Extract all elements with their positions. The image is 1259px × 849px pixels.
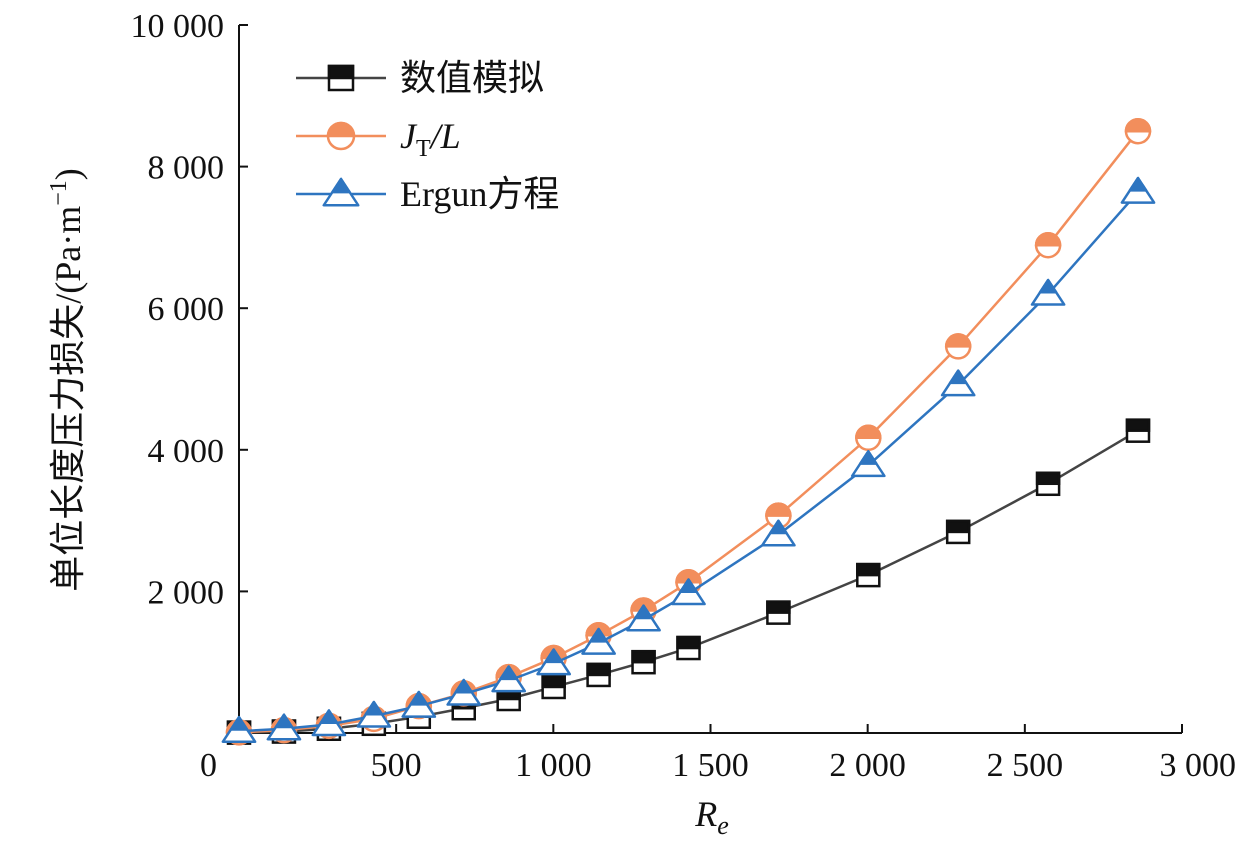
series-marker-fill — [586, 662, 611, 677]
legend: 数值模拟 JT/L Ergun方程 — [296, 58, 559, 214]
series-marker-fill — [676, 635, 701, 650]
legend-item-1: JT/L — [296, 116, 461, 162]
series-marker-fill — [1038, 278, 1058, 294]
series-marker-fill — [945, 519, 971, 534]
series-marker-fill — [454, 678, 474, 694]
series-marker-fill — [541, 674, 566, 689]
x-axis-title: Re — [694, 794, 729, 840]
series-marker-fill — [319, 709, 339, 725]
series-marker-fill — [769, 519, 788, 535]
y-tick-label: 8 000 — [148, 150, 225, 187]
y-tick-label: 2 000 — [148, 574, 225, 611]
legend-label: JT/L — [400, 116, 461, 162]
x-tick-label: 500 — [371, 747, 422, 784]
series-marker-fill — [944, 333, 972, 348]
series-layer — [221, 117, 1156, 746]
x-tick-label: 3 000 — [1160, 747, 1237, 784]
series-marker-fill — [364, 700, 384, 716]
series-marker-fill — [327, 64, 355, 80]
legend-item-0: 数值模拟 — [296, 58, 544, 98]
series-marker-fill — [1034, 231, 1062, 247]
y-tick-label: 10 000 — [131, 8, 225, 45]
series-marker-fill — [229, 715, 249, 731]
series-marker-fill — [331, 177, 351, 194]
y-tick-label: 6 000 — [148, 291, 225, 328]
series-marker-fill — [675, 568, 702, 584]
series-marker-fill — [948, 369, 968, 385]
series-line — [238, 191, 1139, 733]
series-line — [238, 429, 1139, 734]
legend-label-sub: T — [416, 136, 431, 162]
series-marker-fill — [1035, 471, 1061, 486]
series-marker-fill — [855, 424, 882, 440]
series-marker-fill — [1125, 418, 1151, 432]
y-tick-label: 4 000 — [148, 433, 225, 470]
series-marker-fill — [1128, 176, 1148, 192]
series-marker-fill — [326, 121, 356, 138]
series-2 — [221, 176, 1156, 743]
series-marker-fill — [631, 649, 656, 664]
x-tick-label: 2 500 — [987, 747, 1064, 784]
x-tick-label: 2 000 — [829, 747, 906, 784]
x-tick-label: 0 — [200, 747, 217, 784]
series-marker-fill — [679, 578, 698, 594]
legend-label-rest: /L — [429, 116, 461, 156]
series-marker-fill — [766, 600, 791, 614]
x-tick-label: 1 500 — [672, 747, 749, 784]
series-marker-fill — [1124, 117, 1152, 133]
x-tick-label: 1 000 — [515, 747, 592, 784]
series-marker-fill — [856, 562, 881, 577]
legend-label: 数值模拟 — [400, 58, 544, 98]
series-marker-fill — [544, 648, 563, 664]
series-marker-fill — [589, 627, 608, 643]
series-marker-fill — [499, 665, 518, 681]
series-marker-fill — [274, 713, 294, 729]
y-axis-title: 单位长度压力损失/(Pa·m−1) — [46, 168, 88, 592]
series-marker-fill — [765, 502, 792, 517]
legend-item-2: Ergun方程 — [296, 174, 559, 214]
legend-label-main: J — [400, 116, 418, 156]
series-marker-fill — [858, 450, 878, 465]
series-marker-fill — [409, 690, 429, 706]
axes: 0 500 1 000 1 500 2 000 2 500 3 000 2 000 4 000 6… — [131, 8, 1237, 784]
series-line — [238, 130, 1139, 734]
series-marker-fill — [634, 604, 653, 620]
legend-label: Ergun方程 — [400, 174, 559, 214]
